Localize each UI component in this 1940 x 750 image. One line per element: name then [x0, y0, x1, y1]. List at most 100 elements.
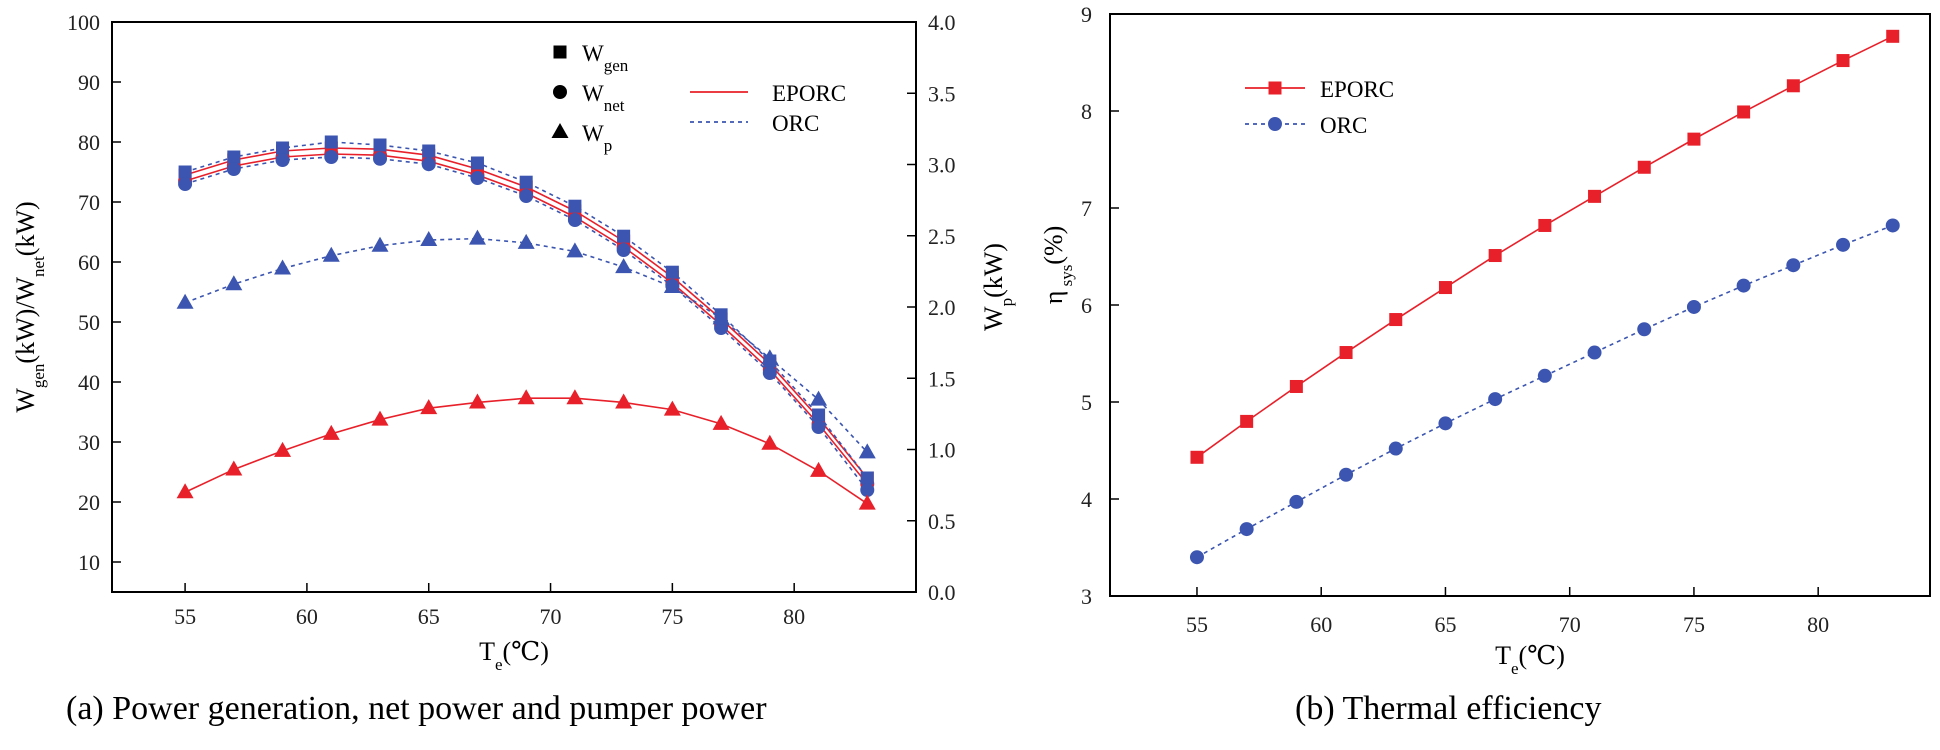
data-point-b-square: [1339, 346, 1353, 360]
legend-line-label-a: EPORC: [772, 81, 846, 106]
data-point-b-circle: [1189, 550, 1204, 565]
data-point-a-triangle: [322, 246, 340, 262]
legend-label-b: EPORC: [1320, 77, 1394, 102]
y-right-tick-label-a: 0.5: [928, 509, 956, 534]
data-point-b-circle: [1388, 441, 1403, 456]
x-tick-label-a: 80: [783, 604, 805, 629]
label-part: p: [997, 298, 1016, 307]
y-tick-label-b: 9: [1081, 2, 1092, 27]
data-point-a-triangle: [517, 233, 535, 249]
x-axis-title-a: Te(℃): [479, 637, 549, 674]
y-left-tick-label-a: 40: [78, 370, 100, 395]
label-part: (℃): [1519, 641, 1565, 670]
data-point-a-circle: [811, 420, 826, 434]
series-line-a-5: [184, 237, 868, 453]
data-point-b-circle: [1488, 392, 1503, 407]
series-a-3: [178, 150, 875, 497]
legend-marker-a-triangle: [551, 123, 569, 138]
data-point-b-circle: [1686, 299, 1701, 314]
legend-label-a: Wgen: [582, 41, 629, 75]
data-point-a-square: [519, 175, 533, 189]
data-point-a-triangle: [761, 349, 779, 365]
x-tick-label-a: 65: [418, 604, 440, 629]
data-point-a-square: [665, 265, 679, 279]
data-point-b-circle: [1836, 237, 1851, 252]
caption-b: (b) Thermal efficiency: [1295, 690, 1602, 727]
chart-b: 55 60 65 70 75 80 3 4 5 6 7 8 9 Te(℃) η sys(%) EPORC ORC: [1039, 2, 1931, 678]
data-point-b-circle: [1736, 278, 1751, 293]
y-tick-label-b: 8: [1081, 99, 1092, 124]
data-point-a-square: [860, 471, 874, 485]
data-point-a-square: [617, 229, 631, 243]
data-point-a-triangle: [274, 259, 292, 275]
data-point-a-triangle: [274, 441, 292, 457]
data-point-b-square: [1190, 450, 1204, 464]
data-point-a-triangle: [420, 399, 438, 415]
legend-marker-a-circle: [553, 85, 567, 99]
series-b-0: [1190, 29, 1900, 464]
data-point-b-square: [1240, 414, 1254, 428]
data-point-b-circle: [1786, 258, 1801, 273]
data-point-a-triangle: [468, 393, 486, 409]
legend-label-sub: p: [604, 136, 613, 155]
y-right-tick-label-a: 3.0: [928, 153, 956, 178]
data-point-b-square: [1588, 189, 1602, 203]
y-left-axis-title-a: Wgen(kW)/Wnet(kW): [11, 201, 48, 412]
data-point-a-circle: [178, 177, 193, 191]
y-right-tick-label-a: 4.0: [928, 10, 956, 35]
data-point-b-square: [1836, 54, 1850, 68]
label-part: e: [495, 655, 503, 674]
data-point-a-square: [276, 141, 290, 155]
data-point-a-circle: [762, 366, 777, 380]
y-left-tick-label-a: 20: [78, 490, 100, 515]
data-point-a-circle: [470, 171, 485, 185]
legend-marker-b-square: [1268, 81, 1282, 95]
data-point-b-circle: [1885, 218, 1900, 233]
y-right-tick-label-a: 1.5: [928, 366, 956, 391]
y-right-tick-label-a: 2.5: [928, 224, 956, 249]
data-point-b-circle: [1637, 322, 1652, 337]
data-point-b-square: [1389, 313, 1403, 327]
data-point-a-triangle: [712, 414, 730, 430]
label-part: (kW)/W: [11, 277, 40, 364]
x-tick-label-a: 70: [540, 604, 562, 629]
data-point-a-triangle: [663, 400, 681, 416]
y-left-tick-label-a: 60: [78, 250, 100, 275]
data-point-a-triangle: [761, 434, 779, 450]
data-point-b-square: [1488, 249, 1502, 263]
data-point-b-square: [1886, 29, 1900, 43]
data-point-a-triangle: [712, 309, 730, 325]
y-right-tick-label-a: 2.0: [928, 295, 956, 320]
data-point-a-triangle: [810, 390, 828, 406]
data-point-b-square: [1289, 379, 1303, 393]
data-point-a-triangle: [858, 494, 876, 510]
y-right-tick-label-a: 1.0: [928, 438, 956, 463]
legend-label-main: W: [582, 81, 604, 106]
series-a-2: [178, 135, 874, 485]
data-point-b-circle: [1289, 494, 1304, 509]
label-part: T: [479, 637, 495, 666]
y-tick-label-b: 7: [1081, 196, 1092, 221]
label-part: T: [1495, 641, 1511, 670]
x-tick-label-b: 55: [1186, 612, 1208, 637]
data-point-a-circle: [519, 189, 534, 203]
x-tick-label-b: 80: [1807, 612, 1829, 637]
series-a-4: [176, 389, 876, 510]
data-point-a-circle: [860, 483, 875, 497]
label-part: (%): [1039, 226, 1068, 265]
data-point-a-triangle: [322, 424, 340, 440]
y-left-tick-label-a: 10: [78, 550, 100, 575]
label-part: W: [11, 388, 40, 413]
data-point-a-triangle: [810, 461, 828, 477]
y-tick-label-b: 4: [1081, 487, 1092, 512]
data-point-a-triangle: [371, 410, 389, 426]
y-left-tick-label-a: 50: [78, 310, 100, 335]
data-point-b-square: [1737, 105, 1751, 119]
x-tick-label-b: 60: [1310, 612, 1332, 637]
data-point-b-circle: [1239, 522, 1254, 537]
caption-a: (a) Power generation, net power and pump…: [66, 690, 767, 727]
label-part: W: [979, 306, 1008, 331]
data-point-a-triangle: [225, 460, 243, 476]
data-point-a-triangle: [468, 229, 486, 245]
